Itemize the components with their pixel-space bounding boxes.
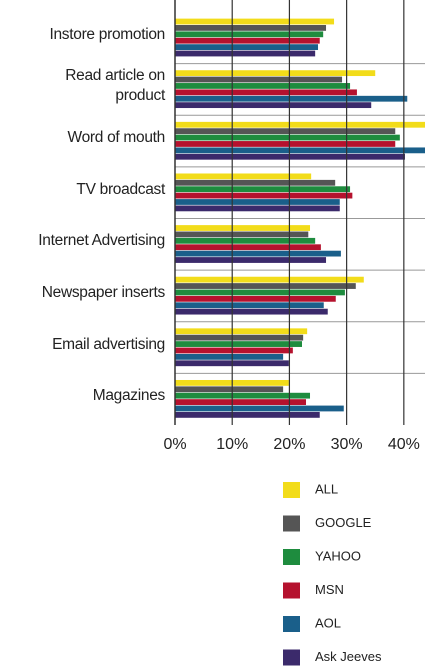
legend-swatch: [283, 515, 300, 532]
bar: [175, 186, 351, 193]
legend-label: ALL: [315, 481, 338, 496]
legend-swatch: [283, 549, 300, 565]
bar: [175, 83, 351, 89]
bar: [175, 95, 408, 102]
bar: [175, 257, 327, 263]
bar: [175, 199, 340, 205]
y-tick-label: Magazines: [92, 387, 166, 405]
x-tick-label: 20%: [273, 436, 305, 453]
bar: [175, 411, 320, 418]
y-tick-label: Instore promotion: [49, 25, 165, 43]
legend-swatch: [283, 649, 300, 666]
bar: [175, 334, 304, 341]
bar: [175, 341, 303, 347]
bar: [175, 31, 324, 38]
bar: [175, 128, 396, 135]
bar: [175, 192, 353, 199]
bar: [175, 89, 357, 96]
bar: [175, 50, 316, 57]
bar: [175, 328, 308, 335]
bar: [175, 225, 311, 231]
bar: [175, 134, 400, 141]
bar: [175, 302, 324, 309]
legend-label: MSN: [315, 582, 344, 597]
bar: [175, 386, 284, 393]
x-tick-label: 0%: [163, 436, 186, 453]
bar: [175, 405, 344, 412]
bar: [175, 231, 309, 238]
x-tick-label: 30%: [331, 436, 363, 453]
bar: [175, 276, 364, 283]
bar: [175, 283, 356, 289]
y-tick-label: Email advertising: [52, 335, 165, 353]
bar: [175, 173, 312, 180]
bar: [175, 308, 328, 315]
bar: [175, 347, 293, 354]
bar: [175, 244, 321, 251]
bar: [175, 179, 336, 186]
bar: [175, 353, 284, 360]
bar: [175, 18, 335, 25]
bar: [175, 295, 336, 302]
legend-label: AOL: [315, 615, 341, 630]
y-tick-label: Read article on product: [65, 67, 165, 105]
legend-swatch: [283, 582, 300, 599]
bar: [175, 147, 425, 154]
y-tick-label: TV broadcast: [76, 180, 165, 198]
bar: [175, 25, 327, 31]
bar: [175, 102, 372, 109]
y-tick-label: Internet Advertising: [38, 232, 165, 250]
bar: [175, 37, 320, 44]
bar: [175, 76, 343, 83]
x-tick-label: 10%: [216, 436, 248, 453]
bar: [175, 237, 316, 244]
legend-label: Ask Jeeves: [315, 649, 382, 664]
legend-swatch: [283, 616, 300, 632]
bar: [175, 399, 307, 405]
bar: [175, 70, 376, 77]
bar: [175, 392, 311, 399]
legend-swatch: [283, 482, 300, 498]
x-tick-label: 40%: [388, 436, 420, 453]
bar: [175, 289, 345, 296]
y-tick-label: Word of mouth: [67, 129, 166, 147]
y-tick-label: Newspaper inserts: [41, 283, 166, 301]
bar: [175, 44, 319, 51]
bar: [175, 121, 425, 128]
legend-label: YAHOO: [315, 548, 361, 563]
bar: [175, 205, 340, 212]
bar: [175, 250, 341, 257]
legend-label: GOOGLE: [315, 515, 372, 530]
bar: [175, 141, 396, 147]
